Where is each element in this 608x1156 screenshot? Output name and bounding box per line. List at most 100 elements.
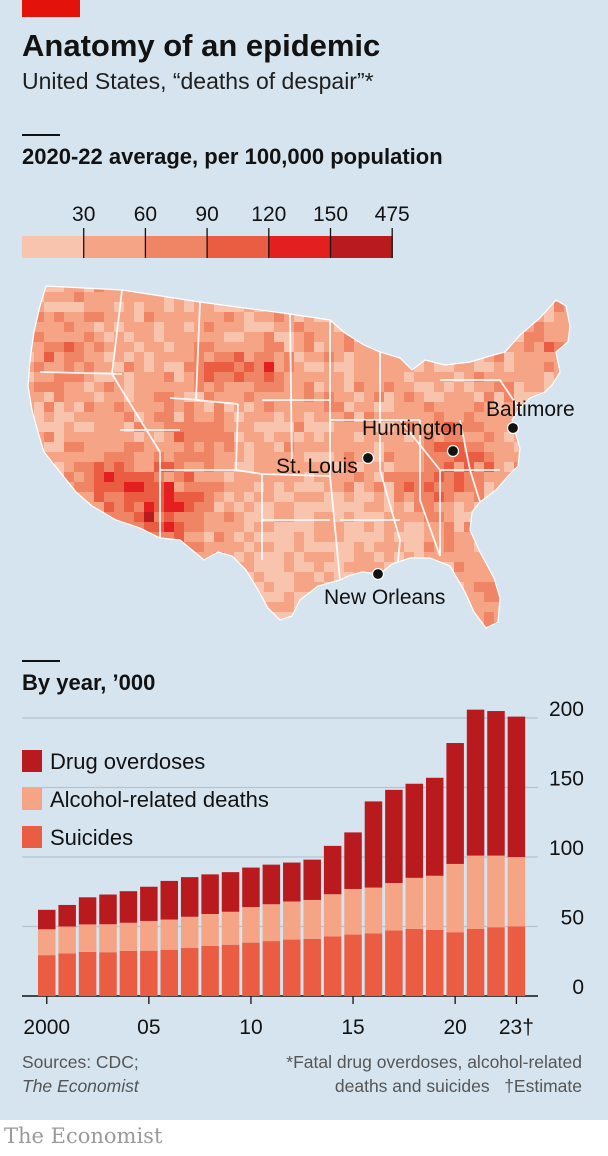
bar-segment [446, 743, 464, 864]
city-label: St. Louis [276, 455, 358, 478]
bar-segment [38, 909, 56, 930]
bar-segment [160, 919, 179, 950]
bar-segment [99, 952, 117, 996]
scale-tick-label: 60 [134, 203, 157, 226]
bar-segment [283, 939, 301, 996]
chart-title: Anatomy of an epidemic [22, 28, 381, 63]
bar-segment [38, 929, 56, 956]
state-border [39, 371, 123, 375]
y-tick-label: 200 [549, 698, 584, 721]
bar-segment [446, 932, 464, 996]
bar-segment [344, 888, 362, 935]
x-tick-label: 15 [341, 1016, 364, 1039]
bar-segment [487, 855, 505, 928]
city-label: Baltimore [486, 398, 575, 421]
bar-segment [201, 945, 219, 996]
country-outline [27, 285, 571, 629]
bar-segment [385, 930, 403, 996]
bar-segment [262, 904, 281, 942]
bar-segment [262, 864, 281, 905]
map-heading: 2020-22 average, per 100,000 population [22, 144, 443, 169]
bar-segment [160, 880, 179, 920]
scale-swatch [207, 236, 270, 258]
bar-segment [303, 938, 321, 996]
bar-segment [221, 911, 240, 945]
bar-segment [283, 862, 301, 902]
state-border [289, 313, 293, 471]
stacked-bar-chart: 0 50 100 150 200 2000 05 10 15 20 23† Drug overdose… [22, 698, 584, 1039]
bar-segment [201, 874, 219, 914]
state-border [440, 379, 521, 411]
state-border [111, 289, 161, 453]
scale-tick-label: 90 [195, 203, 218, 226]
x-tick-label: 10 [239, 1016, 262, 1039]
state-border [419, 420, 441, 557]
state-borders [39, 289, 521, 581]
scale-swatch [268, 236, 331, 258]
bar-segment [507, 857, 526, 927]
bar-segment [242, 867, 260, 908]
bar-segment [119, 891, 138, 923]
bar-segment [78, 951, 97, 996]
bar-segment [364, 887, 383, 934]
state-border [469, 469, 481, 503]
bar-segment [364, 801, 383, 888]
legend-label: Drug overdoses [50, 749, 205, 774]
brand-tag [22, 0, 80, 17]
x-tick-label: 23† [499, 1016, 534, 1039]
bar-segment [180, 916, 199, 948]
city-marker [361, 451, 375, 465]
legend-swatch [22, 826, 42, 848]
bar-segment [487, 927, 505, 996]
bar-segment [140, 920, 158, 951]
bar-segment [405, 877, 424, 929]
scale-tick-label: 475 [375, 203, 410, 226]
chart-subtitle: United States, “deaths of despair”* [22, 68, 374, 94]
scale-tick-label: 150 [313, 203, 348, 226]
y-tick-label: 50 [561, 907, 584, 930]
bar-segment [425, 875, 444, 930]
bar-segment [344, 832, 362, 889]
bar-segment [507, 716, 526, 857]
bar-segment [221, 872, 240, 912]
bar-segment [140, 950, 158, 996]
state-border [329, 475, 341, 581]
bar-segment [425, 777, 444, 876]
bar-segment [99, 924, 117, 953]
bar-segment [119, 922, 138, 951]
footnote-estimate: †Estimate [504, 1076, 582, 1096]
section-rule [22, 660, 60, 662]
publisher-credit: The Economist [4, 1124, 163, 1148]
y-tick-label: 0 [572, 976, 584, 999]
bar-segment [201, 913, 219, 946]
bar-segment [58, 953, 76, 996]
bar-segment [385, 882, 403, 931]
scale-swatch [145, 236, 208, 258]
x-tick-label: 2000 [23, 1016, 70, 1039]
bar-segment [385, 789, 403, 883]
legend-label: Suicides [50, 825, 133, 850]
bar-segment [405, 783, 424, 878]
bar-segment [38, 955, 56, 996]
y-tick-label: 150 [549, 768, 584, 791]
bar-segment [303, 859, 321, 900]
scale-swatch [330, 236, 393, 258]
bar-segment [58, 926, 76, 954]
bar-segment [466, 855, 485, 930]
state-border [379, 352, 401, 563]
city-marker [446, 444, 460, 458]
bar-segment [323, 894, 342, 937]
scale-tick-label: 120 [251, 203, 286, 226]
bar-segment [466, 929, 485, 996]
city-label: Huntington [362, 417, 464, 440]
x-tick-label: 20 [443, 1016, 466, 1039]
bar-segment [99, 894, 117, 925]
y-tick-label: 100 [549, 837, 584, 860]
sources-note: Sources: CDC; The Economist [22, 1050, 139, 1098]
sources-line: Sources: CDC; [22, 1052, 139, 1072]
bar-segment [344, 934, 362, 996]
legend-swatch [22, 750, 42, 772]
bar-segment [303, 899, 321, 939]
footnote-line1: *Fatal drug overdoses, alcohol-related [286, 1052, 582, 1072]
